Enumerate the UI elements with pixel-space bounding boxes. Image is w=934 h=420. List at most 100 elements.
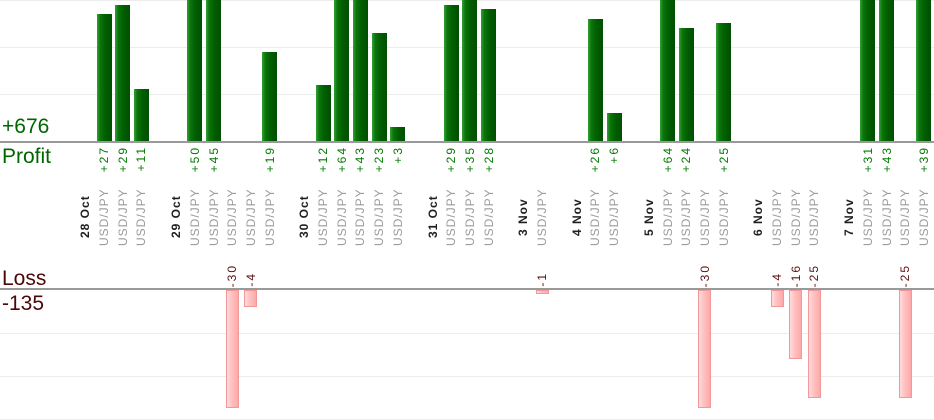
- loss-bar: [536, 290, 549, 294]
- loss-value-label: -30: [698, 263, 712, 287]
- date-label: 4 Nov: [570, 198, 584, 236]
- symbol-label: USD/JPY: [316, 188, 330, 246]
- profit-bar: [97, 14, 112, 141]
- profit-axis-line: [0, 141, 934, 143]
- loss-bar: [899, 290, 912, 398]
- symbol-label: USD/JPY: [880, 188, 894, 246]
- profit-bar: [187, 0, 202, 141]
- profit-total-label: +676: [2, 115, 50, 138]
- profit-value-label: +12: [316, 146, 330, 173]
- symbol-label: USD/JPY: [717, 188, 731, 246]
- profit-value-label: +29: [116, 146, 130, 173]
- date-label: 31 Oct: [426, 195, 440, 239]
- loss-total-label: -135: [2, 292, 45, 315]
- symbol-label: USD/JPY: [444, 188, 458, 246]
- loss-bar: [698, 290, 711, 408]
- profit-bar: [353, 0, 368, 141]
- profit-bar: [660, 0, 675, 141]
- profit-bar: [607, 113, 622, 141]
- symbol-label: USD/JPY: [225, 188, 239, 246]
- symbol-label: USD/JPY: [807, 188, 821, 246]
- profit-bar: [134, 89, 149, 141]
- profit-value-label: +23: [372, 146, 386, 173]
- symbol-label: USD/JPY: [391, 188, 405, 246]
- profit-bar: [390, 127, 405, 141]
- loss-value-label: -4: [770, 272, 784, 287]
- profit-value-label: +64: [335, 146, 349, 173]
- profit-value-label: +24: [679, 146, 693, 173]
- profit-value-label: +6: [607, 146, 621, 164]
- loss-value-label: -25: [807, 263, 821, 287]
- profit-value-label: +31: [861, 146, 875, 173]
- profit-bar: [115, 5, 130, 141]
- symbol-label: USD/JPY: [482, 188, 496, 246]
- symbol-label: USD/JPY: [607, 188, 621, 246]
- symbol-label: USD/JPY: [861, 188, 875, 246]
- profit-bar: [481, 9, 496, 141]
- symbol-label: USD/JPY: [898, 188, 912, 246]
- profit-bar: [262, 52, 277, 141]
- profit-bar: [444, 5, 459, 141]
- symbol-label: USD/JPY: [917, 188, 931, 246]
- symbol-label: USD/JPY: [463, 188, 477, 246]
- loss-bar: [808, 290, 821, 398]
- profit-value-label: +28: [482, 146, 496, 173]
- date-label: 29 Oct: [169, 195, 183, 239]
- symbol-label: USD/JPY: [789, 188, 803, 246]
- profit-bar: [879, 0, 894, 141]
- loss-gridline: [0, 376, 934, 377]
- symbol-label: USD/JPY: [244, 188, 258, 246]
- profit-bar: [206, 0, 221, 141]
- symbol-label: USD/JPY: [588, 188, 602, 246]
- symbol-label: USD/JPY: [207, 188, 221, 246]
- loss-gridline: [0, 333, 934, 334]
- symbol-label: USD/JPY: [263, 188, 277, 246]
- profit-value-label: +39: [917, 146, 931, 173]
- profit-bar: [716, 23, 731, 141]
- date-label: 3 Nov: [516, 198, 530, 236]
- loss-value-label: -16: [789, 263, 803, 287]
- symbol-label: USD/JPY: [335, 188, 349, 246]
- symbol-label: USD/JPY: [97, 188, 111, 246]
- profit-bar: [916, 0, 931, 141]
- profit-value-label: +43: [880, 146, 894, 173]
- loss-bar: [244, 290, 257, 307]
- profit-bar: [860, 0, 875, 141]
- profit-value-label: +29: [444, 146, 458, 173]
- symbol-label: USD/JPY: [134, 188, 148, 246]
- symbol-label: USD/JPY: [661, 188, 675, 246]
- profit-bar: [588, 19, 603, 141]
- profit-value-label: +25: [717, 146, 731, 173]
- profit-bar: [462, 0, 477, 141]
- symbol-label: USD/JPY: [116, 188, 130, 246]
- symbol-label: USD/JPY: [770, 188, 784, 246]
- loss-value-label: -30: [225, 263, 239, 287]
- date-label: 7 Nov: [842, 198, 856, 236]
- profit-value-label: +11: [134, 146, 148, 172]
- loss-bar: [226, 290, 239, 408]
- profit-value-label: +50: [188, 146, 202, 173]
- loss-axis-line: [0, 288, 934, 290]
- date-label: 6 Nov: [751, 198, 765, 236]
- profit-value-label: +27: [97, 146, 111, 173]
- symbol-label: USD/JPY: [679, 188, 693, 246]
- date-label: 28 Oct: [78, 195, 92, 239]
- loss-bar: [789, 290, 802, 359]
- loss-bar: [771, 290, 784, 307]
- profit-value-label: +19: [263, 146, 277, 173]
- date-label: 30 Oct: [297, 195, 311, 239]
- profit-value-label: +26: [588, 146, 602, 173]
- profit-value-label: +64: [661, 146, 675, 173]
- profit-axis-title: Profit: [2, 145, 52, 168]
- loss-value-label: -1: [535, 272, 549, 287]
- symbol-label: USD/JPY: [698, 188, 712, 246]
- profit-value-label: +3: [391, 146, 405, 164]
- profit-bar: [679, 28, 694, 141]
- loss-value-label: -25: [898, 263, 912, 287]
- profit-bar: [316, 85, 331, 141]
- symbol-label: USD/JPY: [353, 188, 367, 246]
- symbol-label: USD/JPY: [535, 188, 549, 246]
- date-label: 5 Nov: [642, 198, 656, 236]
- profit-bar: [334, 0, 349, 141]
